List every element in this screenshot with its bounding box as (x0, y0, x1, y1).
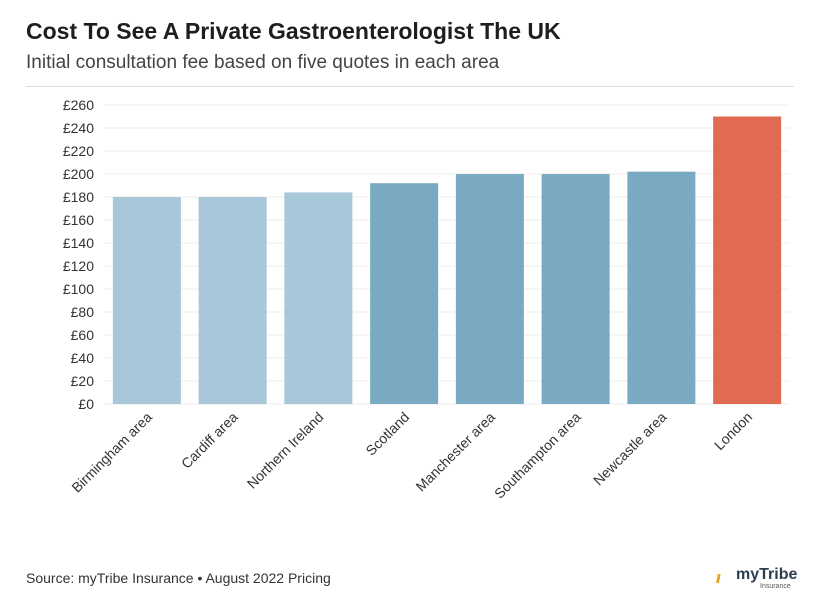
header-divider (26, 86, 794, 87)
bar (112, 197, 181, 404)
x-tick-label: Newcastle area (590, 409, 670, 489)
x-tick-label: Northern Ireland (244, 409, 327, 492)
y-tick-label: £240 (63, 120, 94, 136)
logo-mark-icon: // (716, 572, 720, 586)
bar (541, 174, 610, 404)
bar (370, 183, 439, 404)
bar (713, 116, 782, 404)
y-tick-label: £260 (63, 97, 94, 113)
y-tick-label: £0 (78, 396, 94, 412)
y-tick-label: £160 (63, 212, 94, 228)
y-tick-label: £220 (63, 143, 94, 159)
y-tick-label: £200 (63, 166, 94, 182)
x-tick-label: Cardiff area (178, 409, 241, 472)
chart-subtitle: Initial consultation fee based on five q… (26, 52, 500, 73)
bar (198, 197, 267, 404)
x-tick-label: London (711, 409, 755, 453)
x-tick-label: Manchester area (412, 409, 498, 495)
chart-title: Cost To See A Private Gastroenterologist… (26, 18, 561, 44)
bar (455, 174, 524, 404)
y-tick-label: £180 (63, 189, 94, 205)
x-tick-label: Scotland (362, 409, 412, 459)
x-tick-label: Birmingham area (68, 409, 155, 496)
bar-chart: £0 £20 £40 £60 £80 £100 £120 £140 £160 £180 £200 £2… (63, 97, 790, 502)
y-tick-label: £120 (63, 258, 94, 274)
y-tick-label: £60 (71, 327, 95, 343)
bar (627, 171, 696, 404)
mytribe-logo: // myTribe Insurance (716, 566, 798, 590)
y-tick-label: £40 (71, 350, 95, 366)
bar (284, 192, 353, 404)
y-tick-label: £80 (71, 304, 95, 320)
y-tick-label: £140 (63, 235, 94, 251)
logo-subtext: Insurance (760, 583, 791, 590)
y-tick-label: £20 (71, 373, 95, 389)
logo-text: myTribe (736, 566, 798, 583)
x-tick-label: Southampton area (491, 409, 584, 502)
source-note: Source: myTribe Insurance • August 2022 … (26, 570, 331, 586)
y-tick-label: £100 (63, 281, 94, 297)
